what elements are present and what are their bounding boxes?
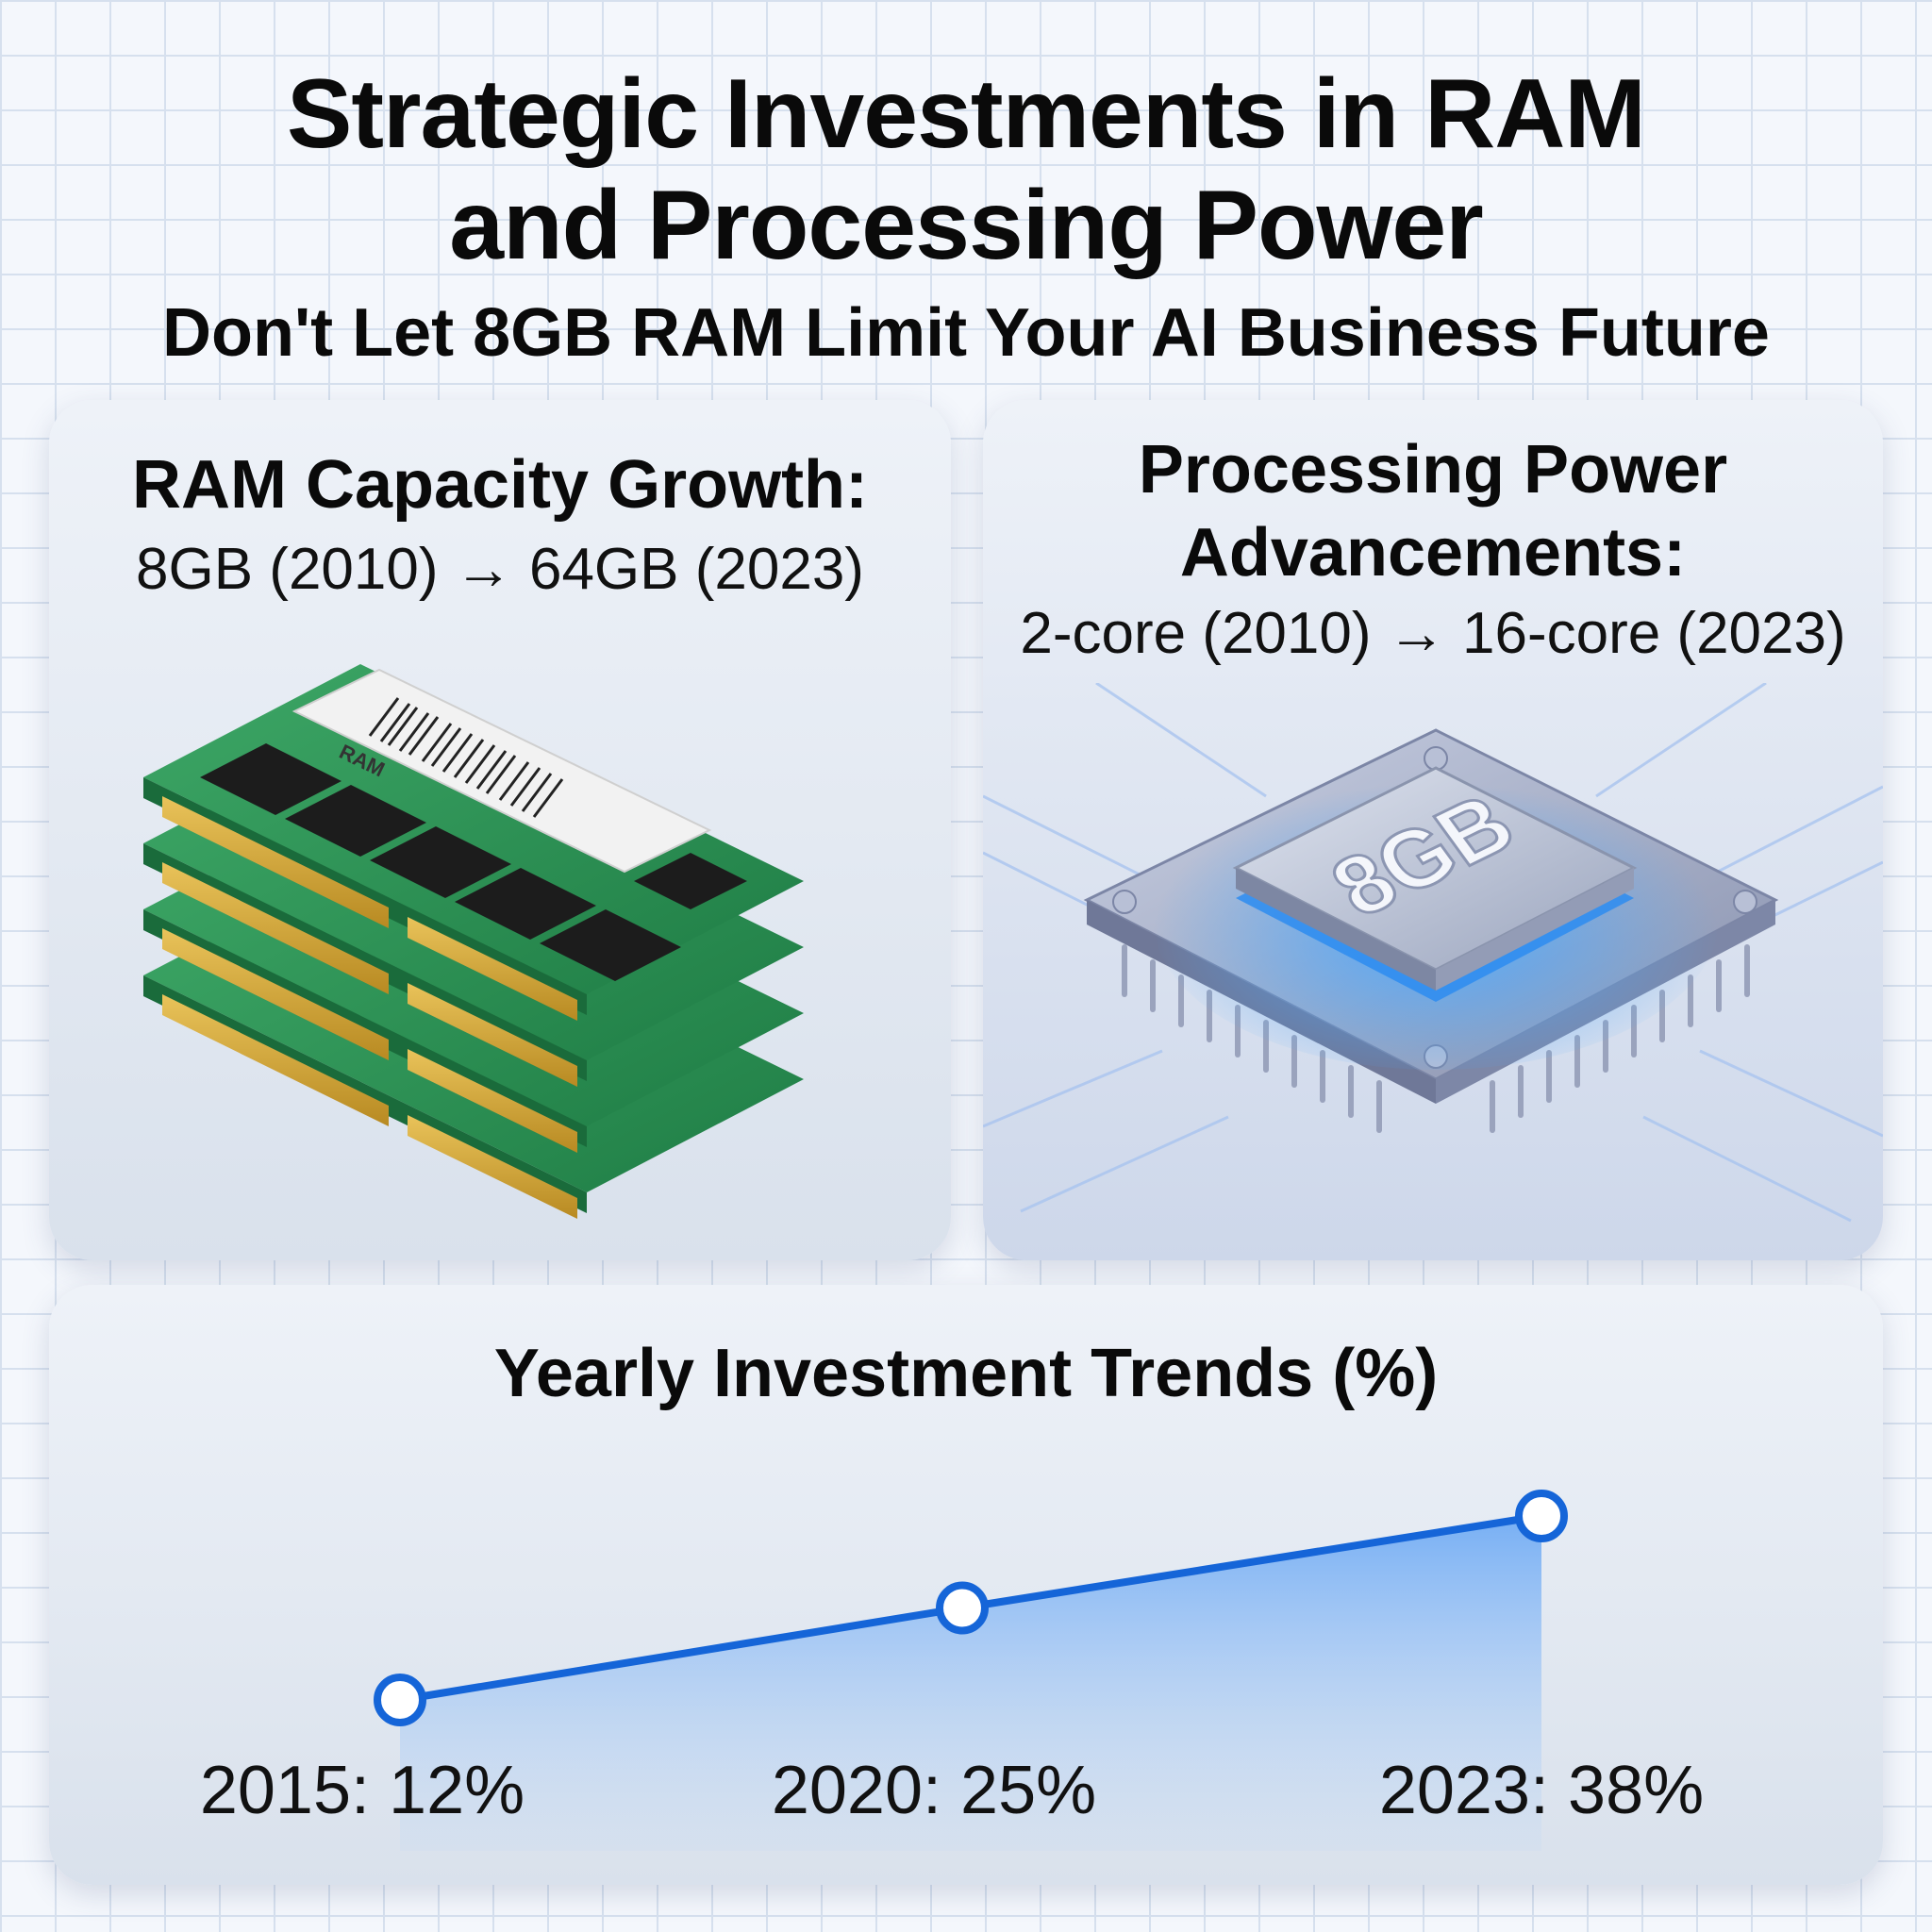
cpu-card-detail: 2-core (2010) → 16-core (2023): [1020, 601, 1846, 666]
data-point-2023: [1515, 1490, 1568, 1542]
ram-card-detail: 8GB (2010) → 64GB (2023): [136, 537, 864, 602]
page-title-line-1: Strategic Investments in RAM: [287, 59, 1646, 169]
chart-title: Yearly Investment Trends (%): [493, 1336, 1439, 1411]
processing-power-card: Processing Power Advancements: 2-core (2…: [983, 400, 1883, 1260]
cpu-chip-illustration: 8GB: [983, 683, 1883, 1223]
data-point-2020: [936, 1581, 989, 1635]
barcode-icon: [368, 697, 564, 818]
cpu-card-heading: Processing Power Advancements:: [983, 428, 1883, 594]
ram-stick-1: RAM: [143, 664, 804, 1021]
data-point-2015: [374, 1674, 426, 1726]
cpu-card-heading-line-2: Advancements:: [1179, 515, 1687, 591]
page-subtitle: Don't Let 8GB RAM Limit Your AI Business…: [162, 295, 1770, 371]
page-title: Strategic Investments in RAM and Process…: [0, 58, 1932, 281]
data-label-2023: 2023: 38%: [1379, 1753, 1704, 1828]
cpu-card-heading-line-1: Processing Power: [1138, 432, 1728, 508]
ram-modules-illustration: RAM: [143, 664, 804, 1219]
investment-trends-card: Yearly Investment Trends (%) 2015: 12% 20…: [49, 1285, 1883, 1885]
ram-card-heading: RAM Capacity Growth:: [131, 447, 869, 523]
trend-area: [400, 1516, 1541, 1851]
cpu-pins: [1122, 944, 1750, 1133]
data-label-2020: 2020: 25%: [772, 1753, 1096, 1828]
data-label-2015: 2015: 12%: [200, 1753, 525, 1828]
page-title-line-2: and Processing Power: [449, 171, 1483, 280]
investment-trend-chart: 2015: 12% 2020: 25% 2023: 38%: [200, 1490, 1704, 1851]
ram-capacity-card: RAM Capacity Growth: 8GB (2010) → 64GB (…: [49, 400, 951, 1260]
